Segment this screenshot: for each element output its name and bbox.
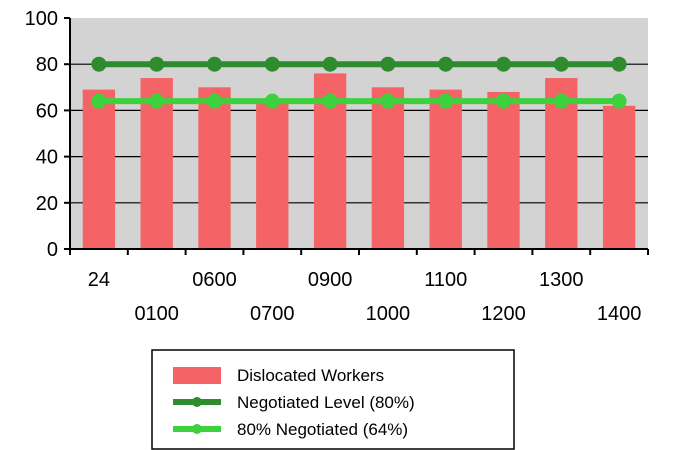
- series-point: [149, 93, 165, 109]
- bar: [256, 103, 289, 249]
- series-point: [496, 56, 511, 72]
- y-tick-label: 60: [36, 100, 58, 122]
- x-tick-label: 24: [88, 269, 110, 291]
- series-point: [380, 93, 396, 109]
- x-tick-label: 1000: [366, 303, 411, 325]
- legend-marker: [192, 397, 202, 407]
- x-tick-label: 1300: [539, 269, 584, 291]
- series-point: [207, 56, 222, 72]
- line-series: [91, 56, 627, 109]
- series-point: [91, 56, 107, 72]
- legend: Dislocated Workers Negotiated Level (80%)…: [151, 349, 515, 450]
- x-tick-label: 0900: [308, 269, 353, 291]
- series-point: [611, 56, 627, 72]
- y-tick-label: 20: [36, 193, 58, 215]
- series-point: [207, 93, 222, 109]
- series-point: [380, 56, 396, 72]
- series-point: [91, 93, 107, 109]
- x-axis-ticks: 24 0100 0600 0700 0900 1000 1100 1200 1300 1400: [88, 269, 642, 325]
- bar: [429, 89, 462, 249]
- y-tick-label: 80: [36, 54, 58, 76]
- bar: [371, 87, 405, 249]
- legend-swatch: [173, 367, 221, 384]
- bar: [487, 91, 520, 249]
- x-tick-label: 1400: [597, 303, 642, 325]
- y-axis-ticks: 0 20 40 60 80 100: [25, 8, 58, 261]
- legend-label: Negotiated Level (80%): [237, 393, 415, 412]
- legend-marker: [192, 424, 202, 434]
- y-tick-label: 40: [36, 147, 58, 169]
- bar: [82, 89, 116, 249]
- x-tick-label: 0100: [134, 303, 179, 325]
- axes: [64, 17, 649, 255]
- series-point: [553, 56, 569, 72]
- x-tick-label: 0600: [192, 269, 237, 291]
- series-point: [322, 56, 338, 72]
- x-tick-label: 0700: [250, 303, 295, 325]
- series-point: [264, 93, 280, 109]
- legend-label: 80% Negotiated (64%): [237, 420, 408, 439]
- series-point: [553, 93, 569, 109]
- series-point: [438, 56, 454, 72]
- series-point: [496, 93, 511, 109]
- bar: [602, 105, 636, 249]
- y-tick-label: 0: [47, 239, 58, 261]
- series-point: [322, 93, 338, 109]
- x-tick-label: 1100: [424, 269, 467, 291]
- series-point: [264, 56, 280, 72]
- legend-label: Dislocated Workers: [237, 366, 384, 385]
- x-tick-label: 1200: [481, 303, 526, 325]
- series-point: [149, 56, 165, 72]
- bar: [198, 87, 231, 249]
- series-point: [611, 93, 627, 109]
- y-tick-label: 100: [25, 8, 58, 30]
- series-point: [438, 93, 454, 109]
